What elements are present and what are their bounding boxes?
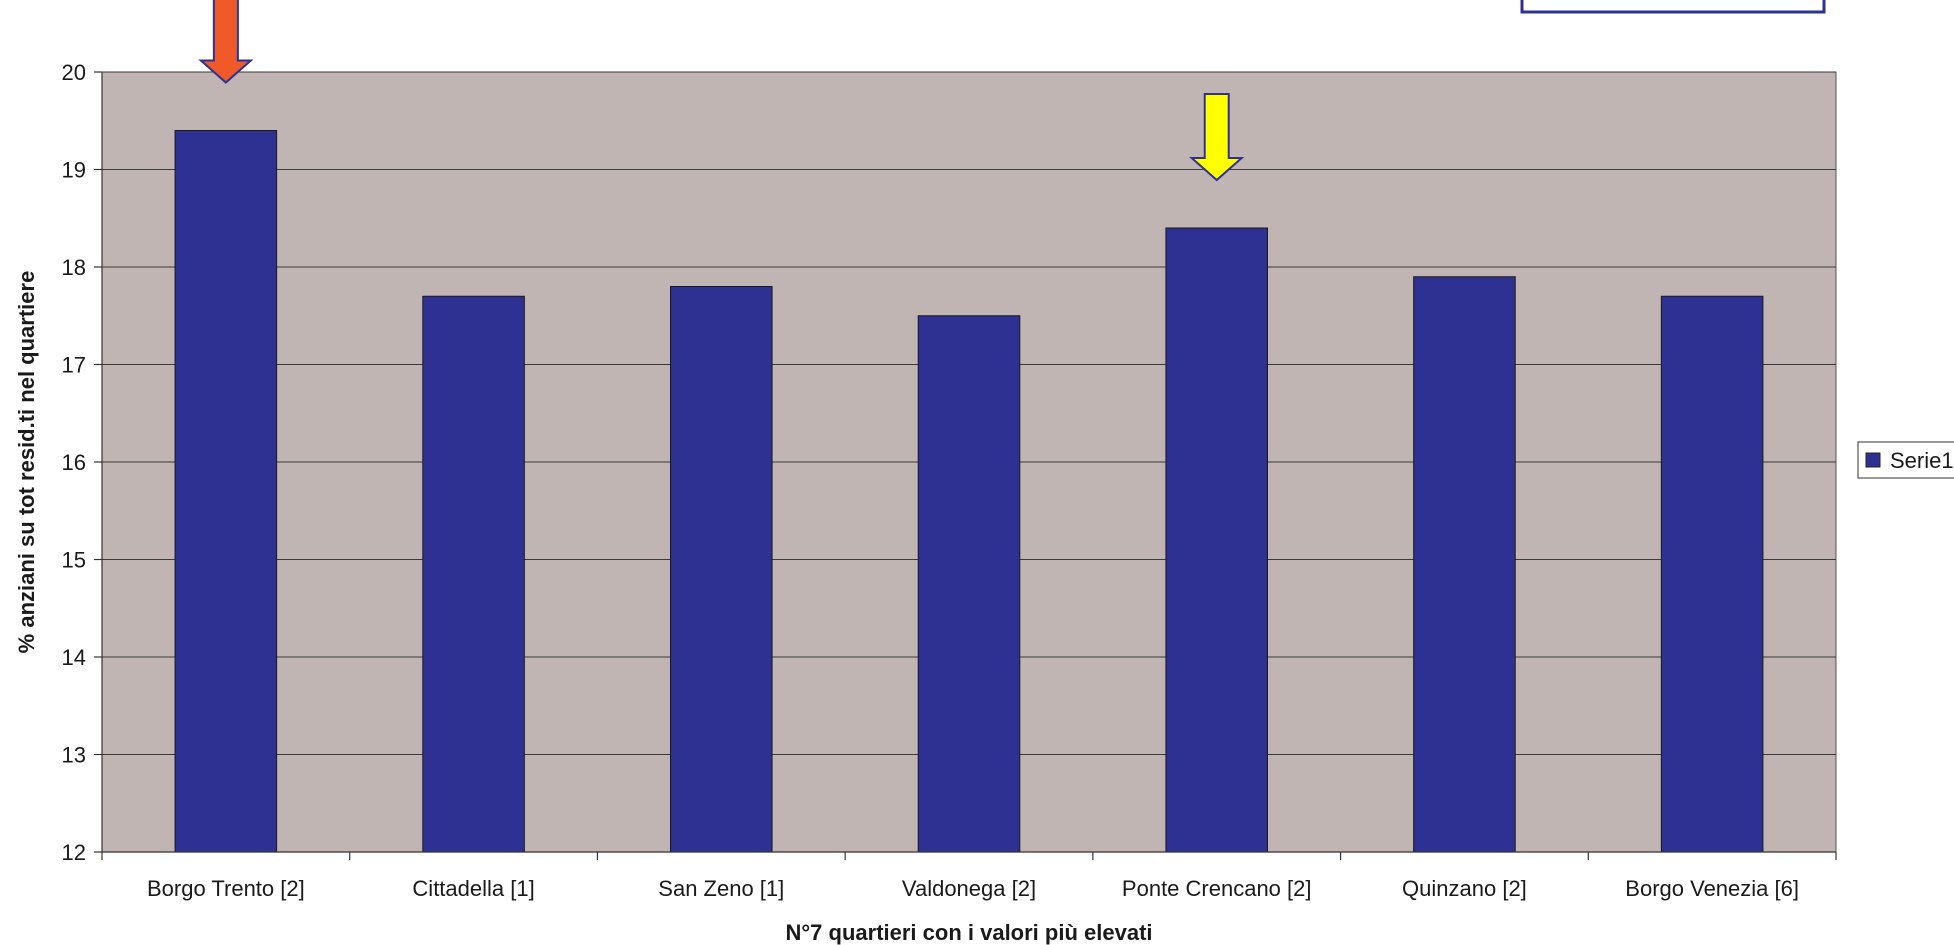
bars — [174, 130, 1764, 853]
x-axis-title: N°7 quartieri con i valori più elevati — [785, 920, 1152, 945]
bar — [917, 315, 1021, 853]
bar — [174, 130, 278, 853]
x-tick-label: Borgo Trento [2] — [147, 876, 305, 901]
x-tick-label: Cittadella [1] — [412, 876, 534, 901]
x-axis: Borgo Trento [2] Cittadella [1] San Zeno [… — [101, 851, 1837, 901]
bar — [1413, 276, 1516, 853]
annotation-arrows — [198, 0, 1245, 182]
y-tick-label: 13 — [62, 743, 86, 768]
annotation-arrow — [198, 0, 254, 84]
x-tick-label: Valdonega [2] — [902, 876, 1036, 901]
x-tick-label: Ponte Crencano [2] — [1122, 876, 1312, 901]
bar — [422, 295, 525, 853]
y-axis: 12 13 14 15 16 17 18 19 20 — [62, 60, 103, 865]
y-tick-label: 14 — [62, 645, 86, 670]
annotation-arrow — [1189, 93, 1245, 182]
legend: Serie1 — [1857, 441, 1954, 479]
bar — [1165, 227, 1268, 853]
header-frame — [1520, 0, 1826, 14]
legend-label: Serie1 — [1890, 448, 1954, 473]
y-tick-label: 17 — [62, 353, 86, 378]
bar — [1660, 295, 1764, 853]
y-tick-label: 18 — [62, 255, 86, 280]
x-tick-label: San Zeno [1] — [658, 876, 784, 901]
y-tick-label: 19 — [62, 158, 86, 183]
y-axis-title: % anziani su tot resid.ti nel quartiere — [14, 271, 39, 654]
y-tick-label: 12 — [62, 840, 86, 865]
x-tick-label: Borgo Venezia [6] — [1625, 876, 1799, 901]
y-tick-label: 15 — [62, 548, 86, 573]
y-tick-label: 16 — [62, 450, 86, 475]
y-tick-label: 20 — [62, 60, 86, 85]
bar — [670, 286, 773, 853]
x-tick-label: Quinzano [2] — [1402, 876, 1527, 901]
legend-swatch — [1865, 452, 1881, 468]
